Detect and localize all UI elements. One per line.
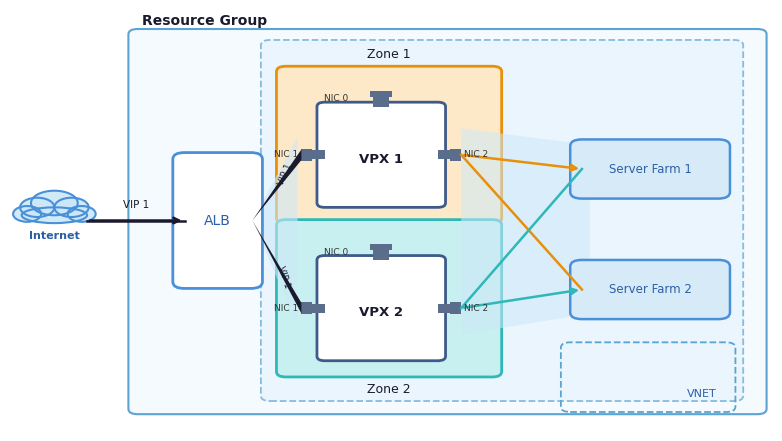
Bar [371,91,392,97]
FancyBboxPatch shape [173,153,263,288]
Ellipse shape [13,206,41,222]
Text: NIC 2: NIC 2 [465,304,489,313]
Text: NIC 0: NIC 0 [325,94,349,103]
FancyBboxPatch shape [570,260,730,319]
Text: VPX 1: VPX 1 [359,153,404,166]
Bar [374,93,389,107]
Text: VIP 1: VIP 1 [277,265,292,290]
Polygon shape [253,137,297,325]
FancyBboxPatch shape [128,29,766,414]
FancyBboxPatch shape [277,220,501,377]
Polygon shape [253,149,301,220]
Bar [450,149,461,161]
FancyBboxPatch shape [317,255,446,361]
Text: Zone 1: Zone 1 [368,48,411,60]
FancyBboxPatch shape [277,66,501,224]
Text: NIC 0: NIC 0 [325,247,349,257]
Text: Zone 2: Zone 2 [368,383,411,396]
Text: Resource Group: Resource Group [142,14,267,28]
Text: Server Farm 1: Server Farm 1 [608,163,691,176]
Text: ALB: ALB [204,213,231,228]
FancyBboxPatch shape [317,102,446,207]
Bar [301,149,312,161]
Ellipse shape [31,191,77,215]
Bar [301,302,312,314]
Bar [438,304,461,313]
Text: VIP 1: VIP 1 [277,163,294,187]
FancyBboxPatch shape [261,40,743,401]
Ellipse shape [13,206,41,222]
Text: NIC 2: NIC 2 [465,150,489,159]
Bar [450,302,461,314]
Ellipse shape [22,207,87,223]
Text: Server Farm 2: Server Farm 2 [608,283,691,296]
Ellipse shape [31,191,77,215]
Text: VPX 2: VPX 2 [359,306,404,319]
Ellipse shape [55,198,88,217]
Text: VNET: VNET [687,389,717,399]
Polygon shape [253,220,301,314]
Ellipse shape [67,206,95,222]
Ellipse shape [20,198,55,217]
Ellipse shape [22,207,87,223]
Bar [301,304,325,313]
FancyBboxPatch shape [570,139,730,198]
Text: Internet: Internet [29,232,80,242]
Bar [438,150,461,159]
Polygon shape [461,128,590,334]
Ellipse shape [67,206,95,222]
Text: VIP 1: VIP 1 [123,199,149,209]
Bar [374,247,389,260]
Ellipse shape [55,198,88,217]
Ellipse shape [20,198,55,217]
Bar [301,150,325,159]
Text: NIC 1: NIC 1 [274,304,298,313]
Bar [371,244,392,250]
Text: NIC 1: NIC 1 [274,150,298,159]
